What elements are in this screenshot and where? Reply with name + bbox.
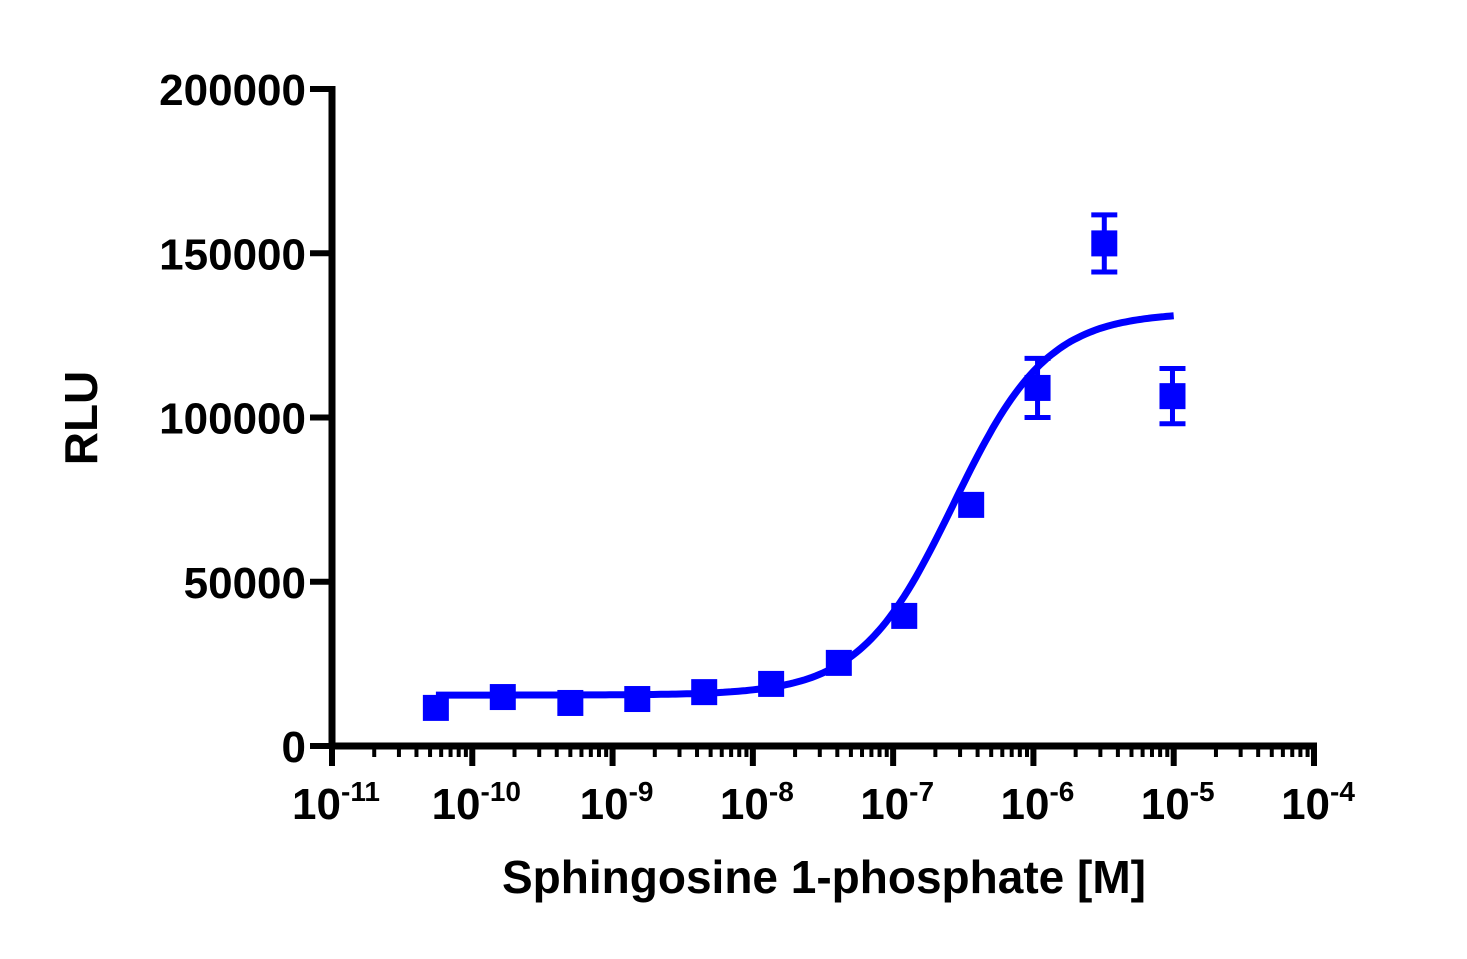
data-point xyxy=(1024,374,1051,401)
x-tick-label: 10-7 xyxy=(860,776,934,829)
data-point xyxy=(758,670,785,697)
data-points xyxy=(422,212,1186,721)
x-axis-label: Sphingosine 1-phosphate [M] xyxy=(502,851,1146,903)
y-tick-label: 200000 xyxy=(159,66,306,115)
data-point xyxy=(489,684,516,711)
x-tick-label: 10-9 xyxy=(580,776,654,829)
data-point xyxy=(1091,230,1118,257)
y-tick-label: 100000 xyxy=(159,395,306,444)
data-point xyxy=(422,694,449,721)
data-point xyxy=(825,649,852,676)
y-axis-label: RLU xyxy=(55,371,107,466)
data-point xyxy=(1159,383,1186,410)
y-tick-label: 50000 xyxy=(184,559,306,608)
x-tick-label: 10-11 xyxy=(292,776,380,829)
fit-curve xyxy=(435,312,1174,699)
data-point xyxy=(891,602,918,629)
x-tick-label: 10-4 xyxy=(1281,776,1355,829)
axes: 0 50000 100000 150000 200000 10-11 10-10 10-9 10… xyxy=(159,66,1355,829)
x-tick-label: 10-10 xyxy=(432,776,521,829)
data-point xyxy=(958,491,985,518)
y-tick-label: 0 xyxy=(282,723,306,772)
y-tick-label: 150000 xyxy=(159,230,306,279)
x-tick-label: 10-5 xyxy=(1141,776,1215,829)
data-point xyxy=(624,686,651,713)
data-point xyxy=(557,689,584,716)
x-tick-label: 10-6 xyxy=(1000,776,1074,829)
x-tick-label: 10-8 xyxy=(720,776,794,829)
data-point xyxy=(691,679,718,706)
